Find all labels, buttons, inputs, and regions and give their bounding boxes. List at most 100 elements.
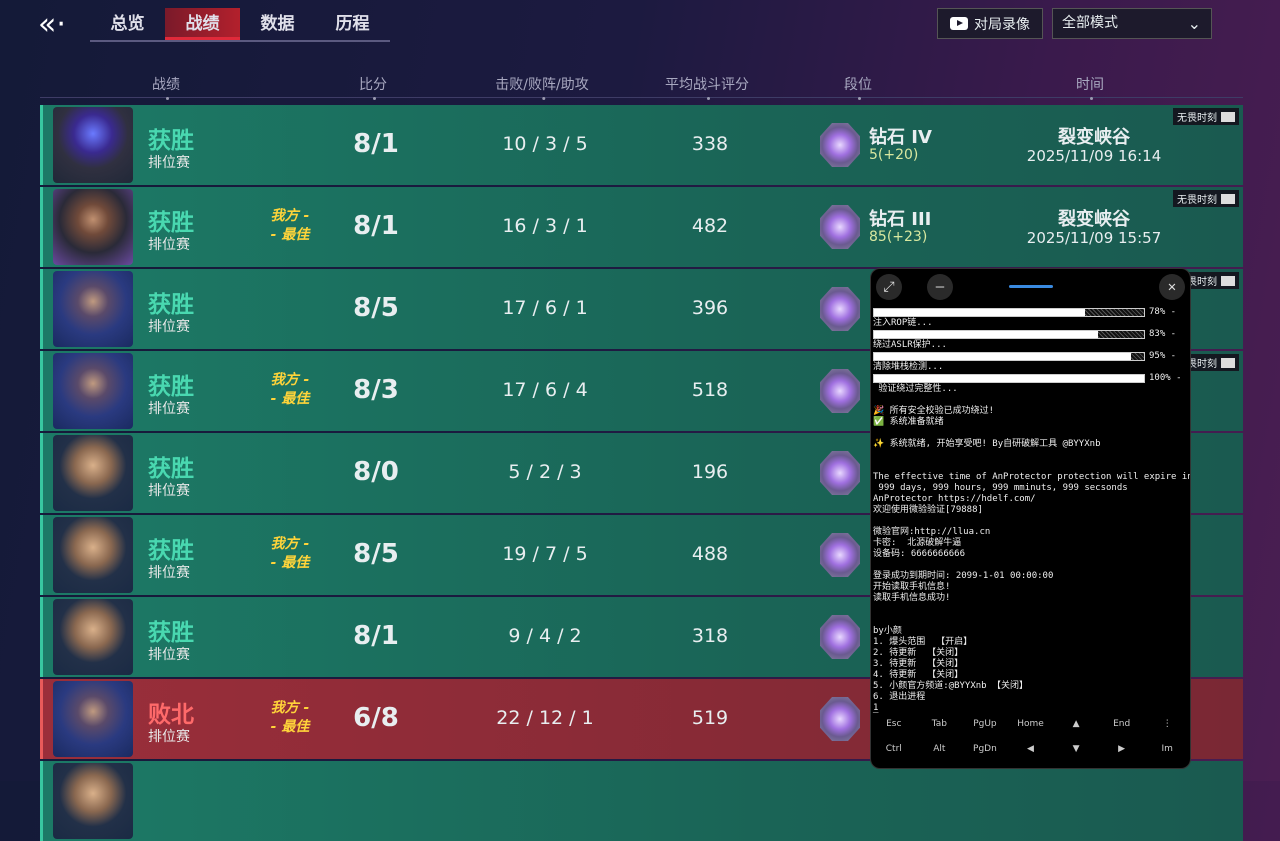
key-1[interactable]: Tab (931, 719, 947, 729)
rating-value: 196 (691, 461, 729, 483)
terminal-line: 1 (873, 703, 879, 713)
rank-diamond-icon (820, 615, 860, 659)
key-7[interactable]: Ctrl (885, 744, 902, 754)
key-4[interactable]: ▲ (1072, 719, 1080, 729)
score-value: 6/8 (353, 703, 399, 733)
rank-diamond-icon (820, 287, 860, 331)
result-label: 获胜 (148, 538, 194, 564)
score-value: 8/3 (353, 375, 399, 405)
terminal-line: 验证绕过完整性... (873, 384, 958, 394)
terminal-line: 5. 小颜官方频道:@BYYXnb 【关闭】 (873, 681, 1029, 691)
terminal-line: 开始读取手机信息! (873, 582, 951, 592)
drag-handle[interactable] (1009, 285, 1053, 288)
chevron-down-icon: ⌄ (1187, 14, 1201, 33)
video-icon (1221, 193, 1235, 204)
key-11[interactable]: ▼ (1072, 744, 1080, 754)
terminal-line: ✅ 系统准备就绪 (873, 417, 944, 427)
resize-icon[interactable]: ⤢ (876, 274, 902, 300)
terminal-line (873, 450, 1188, 461)
video-play-icon (950, 17, 968, 30)
column-header: 段位 (844, 74, 872, 100)
tab-0[interactable]: 总览 (110, 14, 145, 34)
tab-1[interactable]: 战绩 (165, 8, 240, 40)
match-mode: 排位赛 (148, 401, 190, 417)
match-replay-button[interactable]: 对局录像 (937, 8, 1043, 39)
highlight-badge[interactable]: 无畏时刻 (1173, 108, 1239, 125)
key-13[interactable]: Im (1161, 744, 1173, 754)
badge-label: 无畏时刻 (1177, 277, 1217, 288)
key-2[interactable]: PgUp (973, 719, 997, 729)
result-label: 获胜 (148, 456, 194, 482)
map-value: 裂变峡谷 (1058, 209, 1130, 230)
hero-avatar (53, 353, 133, 429)
match-row[interactable]: 获胜 排位赛 8/1 10 / 3 / 5 338 钻石 IV 5(+20) 裂变峡谷 2025… (40, 105, 1243, 185)
rating-value: 518 (691, 379, 729, 401)
terminal-line: 清除堆栈检测... (873, 362, 944, 372)
close-icon[interactable]: ✕ (1159, 274, 1185, 300)
score-value: 8/1 (353, 621, 399, 651)
progress-bar: 100% - (873, 373, 1188, 384)
key-3[interactable]: Home (1017, 719, 1044, 729)
match-mode: 排位赛 (148, 483, 190, 499)
result-label: 获胜 (148, 620, 194, 646)
key-10[interactable]: ◀ (1027, 744, 1034, 754)
terminal-line (873, 560, 1188, 571)
score-value: 8/5 (353, 293, 399, 323)
time-value: 2025/11/09 15:57 (1026, 229, 1162, 247)
terminal-line: 欢迎使用微验验证[79888] (873, 505, 983, 515)
rank-diamond-icon (820, 451, 860, 495)
match-mode: 排位赛 (148, 155, 190, 171)
tab-3[interactable]: 历程 (335, 14, 370, 34)
terminal-line: 绕过ASLR保护... (873, 340, 947, 350)
progress-bar: 78% - (873, 307, 1188, 318)
rating-value: 396 (691, 297, 729, 319)
back-chevron-icon[interactable]: «· (38, 7, 66, 42)
column-header: 平均战斗评分 (665, 74, 749, 100)
terminal-line: 登录成功到期时间: 2099-1-01 00:00:00 (873, 571, 1054, 581)
progress-fill (874, 353, 1131, 360)
match-mode: 排位赛 (148, 319, 190, 335)
terminal-line: 设备码: 6666666666 (873, 549, 966, 559)
tab-2[interactable]: 数据 (260, 14, 295, 34)
match-mode: 排位赛 (148, 565, 190, 581)
kda-value: 9 / 4 / 2 (508, 625, 582, 647)
terminal-line: The effective time of AnProtector protec… (873, 472, 1190, 482)
match-row[interactable] (40, 761, 1243, 841)
terminal-line (873, 604, 1188, 615)
mvp-badge: 我方 - - 最佳 (270, 700, 310, 735)
result-label: 获胜 (148, 210, 194, 236)
badge-label: 无畏时刻 (1177, 359, 1217, 370)
progress-track (873, 308, 1145, 317)
key-9[interactable]: PgDn (973, 744, 997, 754)
key-6[interactable]: ⋮ (1162, 719, 1172, 729)
result-label: 获胜 (148, 374, 194, 400)
video-icon (1221, 275, 1235, 286)
terminal-line: 999 days, 999 hours, 999 mminuts, 999 se… (873, 483, 1128, 493)
mode-dropdown[interactable]: 全部模式 ⌄ (1052, 8, 1212, 39)
rating-value: 488 (691, 543, 729, 565)
hero-avatar (53, 599, 133, 675)
hero-avatar (53, 107, 133, 183)
match-row[interactable]: 获胜 排位赛 我方 - - 最佳 8/1 16 / 3 / 1 482 钻石 III 85(+… (40, 187, 1243, 267)
rank-diamond-icon (820, 123, 860, 167)
kda-value: 19 / 7 / 5 (502, 543, 588, 565)
rank-name: 钻石 III (869, 209, 932, 230)
progress-bar: 83% - (873, 329, 1188, 340)
key-12[interactable]: ▶ (1118, 744, 1126, 754)
column-header: 击败/败阵/助攻 (495, 74, 589, 100)
key-8[interactable]: Alt (933, 744, 946, 754)
highlight-badge[interactable]: 无畏时刻 (1173, 190, 1239, 207)
terminal-line: 1. 爆头范围 【开启】 (873, 637, 973, 647)
terminal-line (873, 428, 1188, 439)
terminal-overlay[interactable]: ⤢ — ✕ 78% - 注入ROP链... 83% - 绕过ASLR保护... 95% … (870, 268, 1191, 769)
score-value: 8/0 (353, 457, 399, 487)
terminal-line (873, 615, 1188, 626)
progress-label: 83% - (1149, 329, 1177, 339)
column-header: 时间 (1076, 74, 1104, 100)
terminal-line: 4. 待更新 【关闭】 (873, 670, 964, 680)
key-0[interactable]: Esc (886, 719, 902, 729)
minimize-icon[interactable]: — (927, 274, 953, 300)
key-5[interactable]: End (1113, 719, 1131, 729)
kda-value: 22 / 12 / 1 (496, 707, 594, 729)
match-mode: 排位赛 (148, 647, 190, 663)
